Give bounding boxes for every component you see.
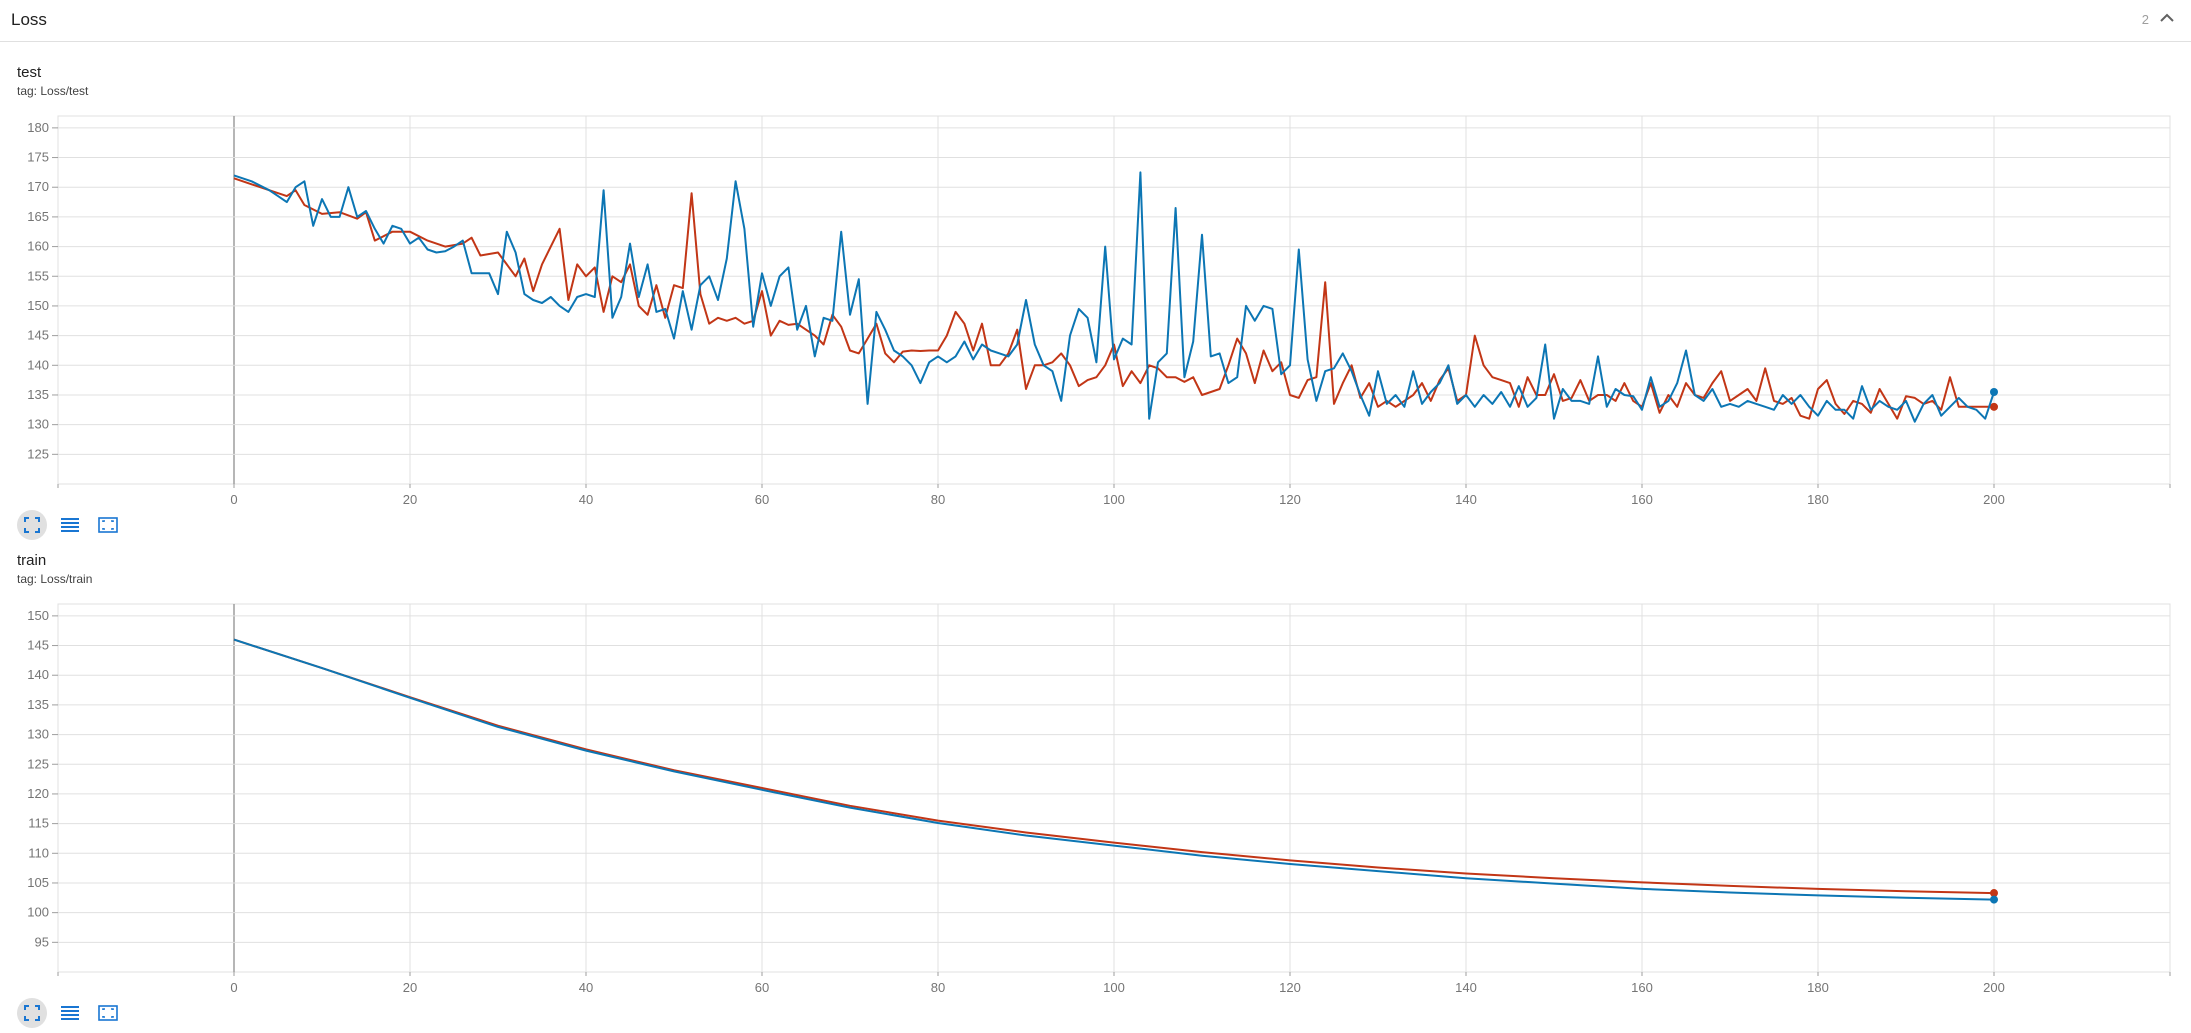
line-chart-test[interactable]: 0 20 40 60 80 100 120 140 160 180 200 125 130 135 140 1… [0,108,2191,508]
y-tick-label: 105 [27,875,49,890]
x-tick-label: 200 [1983,980,2005,995]
chevron-up-icon[interactable] [2159,12,2175,24]
y-tick-label: 125 [27,756,49,771]
y-tick-label: 145 [27,328,49,343]
y-tick-label: 150 [27,608,49,623]
y-tick-label: 125 [27,446,49,461]
x-tick-label: 0 [230,492,237,507]
series-endpoint-dot [1990,889,1998,898]
fit-domain-button[interactable] [93,998,123,1028]
y-tick-label: 155 [27,268,49,283]
x-tick-label: 160 [1631,492,1653,507]
log-scale-button[interactable] [55,510,85,540]
y-tick-label: 120 [27,786,49,801]
y-tick-label: 160 [27,239,49,254]
x-tick-label: 80 [931,492,945,507]
x-tick-label: 140 [1455,980,1477,995]
x-tick-label: 100 [1103,492,1125,507]
loss-group-header[interactable]: Loss 2 [0,0,2191,42]
chart-toolbar [17,510,123,540]
fit-domain-icon [98,1005,118,1021]
x-tick-label: 80 [931,980,945,995]
x-tick-label: 200 [1983,492,2005,507]
y-tick-label: 95 [35,934,49,949]
y-tick-label: 165 [27,209,49,224]
series-line [233,638,1995,901]
series-line [233,171,1995,423]
list-lines-icon [61,518,79,532]
x-tick-label: 0 [230,980,237,995]
x-tick-label: 40 [579,492,593,507]
y-tick-label: 140 [27,667,49,682]
chart-tag: tag: Loss/test [17,84,89,98]
y-tick-label: 180 [27,120,49,135]
y-tick-label: 170 [27,179,49,194]
line-chart-train[interactable]: 0 20 40 60 80 100 120 140 160 180 200 95 100 105 110 11… [0,596,2191,996]
y-tick-label: 135 [27,387,49,402]
x-tick-label: 180 [1807,492,1829,507]
y-tick-label: 150 [27,298,49,313]
fit-domain-button[interactable] [93,510,123,540]
y-tick-label: 110 [28,845,49,860]
chart-title: test [17,64,42,81]
series-endpoint-dot [1990,402,1998,411]
y-tick-label: 135 [27,697,49,712]
x-tick-label: 40 [579,980,593,995]
group-title: Loss [11,10,47,29]
series-endpoint-dot [1990,895,1998,904]
y-tick-label: 115 [28,816,49,831]
y-tick-label: 100 [27,905,49,920]
expand-chart-button[interactable] [17,510,47,540]
y-tick-label: 175 [27,150,49,165]
chart-card-train: train tag: Loss/train 0 20 40 60 80 100 120 140… [0,552,2191,1032]
x-tick-label: 60 [755,980,769,995]
fit-domain-icon [98,517,118,533]
chart-toolbar [17,998,123,1028]
x-tick-label: 20 [403,980,417,995]
fullscreen-icon [24,517,40,533]
y-tick-label: 140 [27,357,49,372]
series-line [233,638,1995,895]
chart-count: 2 [2141,12,2149,27]
chart-title: train [17,552,47,569]
series-endpoint-dot [1990,388,1998,396]
x-tick-label: 140 [1455,492,1477,507]
y-tick-label: 130 [27,727,49,742]
x-tick-label: 60 [755,492,769,507]
chart-tag: tag: Loss/train [17,572,93,586]
x-tick-label: 180 [1807,980,1829,995]
y-tick-label: 130 [27,417,49,432]
list-lines-icon [61,1006,79,1020]
x-tick-label: 120 [1279,492,1301,507]
log-scale-button[interactable] [55,998,85,1028]
x-tick-label: 120 [1279,980,1301,995]
x-tick-label: 100 [1103,980,1125,995]
x-tick-label: 160 [1631,980,1653,995]
y-tick-label: 145 [27,638,49,653]
chart-card-test: test tag: Loss/test 0 20 40 60 80 100 120 140 16… [0,64,2191,540]
fullscreen-icon [24,1005,40,1021]
expand-chart-button[interactable] [17,998,47,1028]
x-tick-label: 20 [403,492,417,507]
